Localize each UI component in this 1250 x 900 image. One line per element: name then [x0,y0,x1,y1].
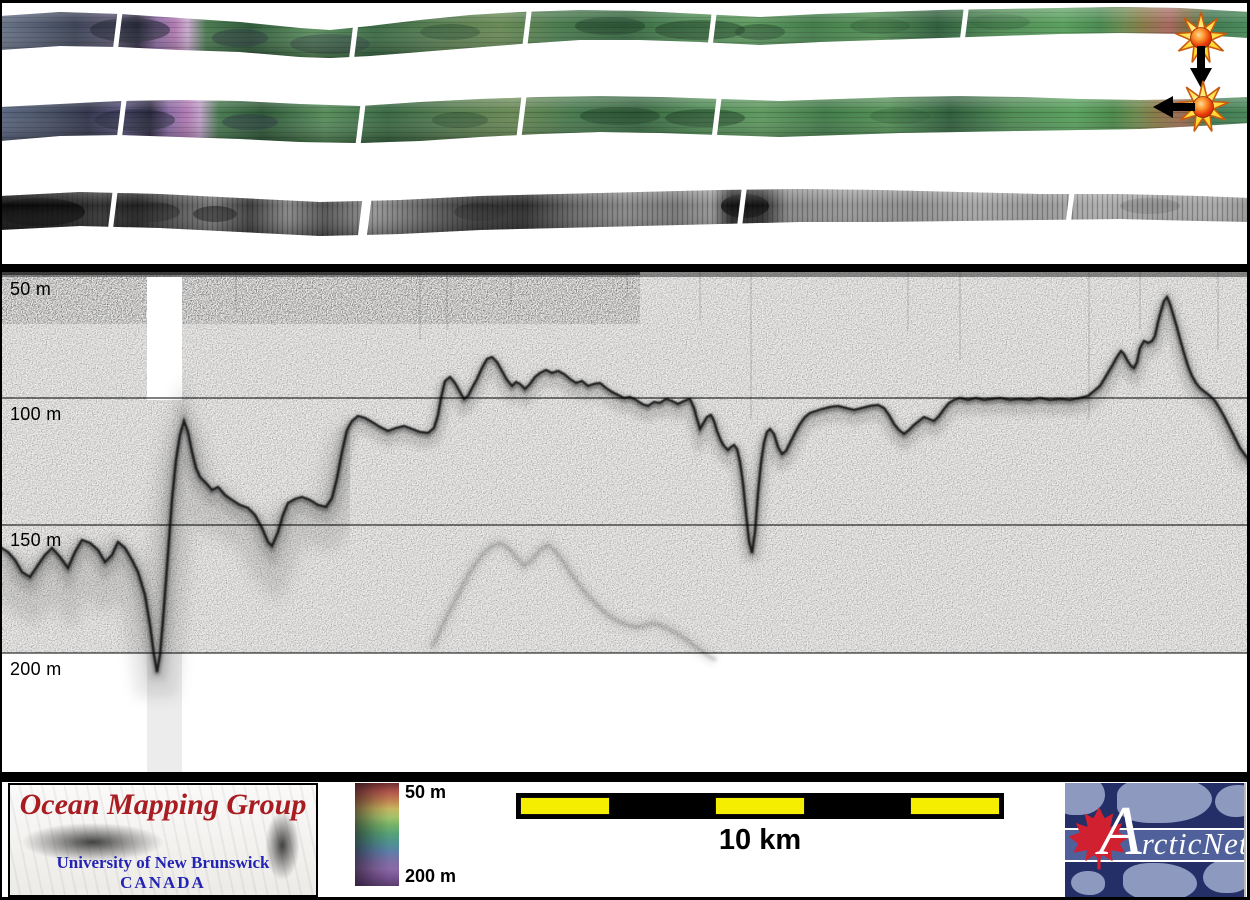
swath-data-gap [959,5,969,41]
scale-bar-segment [520,797,610,815]
depth-label: 50 m [10,279,52,299]
arctic-map-landmass [1203,859,1244,893]
swath-panel [0,5,1250,237]
echogram-plot [0,272,1250,772]
swath-data-gap [707,9,717,49]
omg-canada-line: CANADA [120,873,206,892]
swath-data-gap [116,95,127,143]
omg-title: Ocean Mapping Group [19,788,307,821]
seafloor-trace [0,294,1250,673]
swath-data-gap [522,7,532,49]
depth-gridlines [0,397,1250,654]
sub-bottom-echo [430,541,717,662]
depth-label: 200 m [10,659,62,679]
seafloor-reverberation-tails [0,378,350,698]
swath-relief-shading [0,96,1250,143]
survey-position-marker-2 [1153,80,1230,133]
seafloor-fuzz [0,294,1250,675]
scale-bar-segment [715,797,805,815]
frame-border-bottom [0,897,1250,900]
omg-university-line: University of New Brunswick [56,853,270,872]
swath-relief-shading [0,189,1250,236]
swath-data-gap [357,186,373,237]
arctic-map-landmass [1117,783,1212,823]
map-scale-bar [516,793,1004,819]
arcticnet-logo: ArcticNet [1065,783,1246,897]
depth-label: 100 m [10,404,62,424]
colorbar-top-label: 50 m [405,782,447,802]
swath-data-gap [736,185,747,233]
arctic-map-landmass [1215,785,1244,817]
arctic-map-landmass [1071,871,1105,895]
swath-data-gap [107,188,118,235]
depth-colorbar [355,783,399,886]
data-gap-band-upper [147,277,182,400]
swath-data-gap [515,92,527,143]
scale-bar-label: 10 km [718,824,802,856]
survey-position-marker-1 [1174,11,1228,88]
arctic-map-landmass [1123,863,1197,897]
ocean-mapping-group-logo: Ocean Mapping Group University of New Br… [8,783,318,897]
frame-border-left [0,0,2,900]
swath-data-gap [355,91,367,147]
arcticnet-wordmark: ArcticNet [1099,797,1246,867]
panel-divider-2 [0,772,1250,782]
arrow-left-icon [1153,96,1195,118]
scale-bar-segment [910,797,1000,815]
arcticnet-rest: rcticNet [1141,826,1246,861]
swath-data-gap [348,10,360,63]
frame-border-top [0,0,1250,3]
subbottom-echogram-panel: 50 m 100 m 150 m 200 m [0,272,1250,772]
maple-leaf-icon [1068,807,1130,870]
swath-relief-shading [0,7,1250,58]
seafloor-fuzz-wide [0,288,1250,681]
colorbar-bottom-label: 200 m [405,866,457,886]
swath-data-gap [711,94,722,139]
swath-data-gap [112,8,123,55]
surface-return-band-dark [0,272,640,275]
omg-subtitle: University of New Brunswick CANADA [10,853,316,893]
frame-border-right [1247,0,1250,900]
echogram-deep-background [0,653,1250,772]
arcticnet-initial: A [1099,793,1142,870]
panel-divider-1 [0,264,1250,272]
depth-label: 150 m [10,530,62,550]
surface-noise [0,272,640,324]
swath-data-gap [1065,188,1075,229]
arrow-down-icon [1190,46,1212,88]
